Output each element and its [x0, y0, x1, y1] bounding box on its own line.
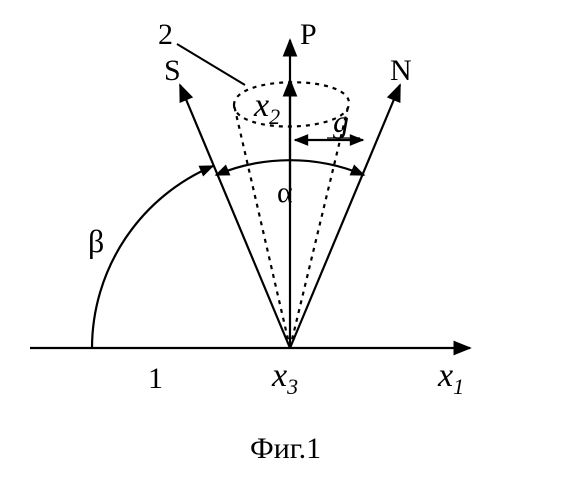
p-label: P	[300, 18, 317, 51]
s-label: S	[164, 54, 181, 87]
alpha-label: α	[277, 176, 293, 209]
cone-ellipse	[234, 82, 349, 126]
ref2-leader	[177, 44, 245, 85]
figure-caption: Фиг.1	[250, 432, 321, 465]
x3-label: x3	[271, 357, 298, 399]
beta-arc	[92, 166, 213, 348]
ref2-label: 2	[158, 18, 173, 51]
g-label: g	[333, 103, 349, 139]
x2-label: x2	[253, 87, 280, 129]
ref1-label: 1	[148, 362, 163, 395]
x1-label: x1	[437, 357, 464, 399]
beta-label: β	[88, 223, 104, 259]
cone-angle-diagram: S N P x1 x3 x2 g α β 1 2 Фиг.1	[0, 0, 569, 500]
cone-back-gen	[234, 105, 290, 348]
n-label: N	[390, 54, 412, 87]
